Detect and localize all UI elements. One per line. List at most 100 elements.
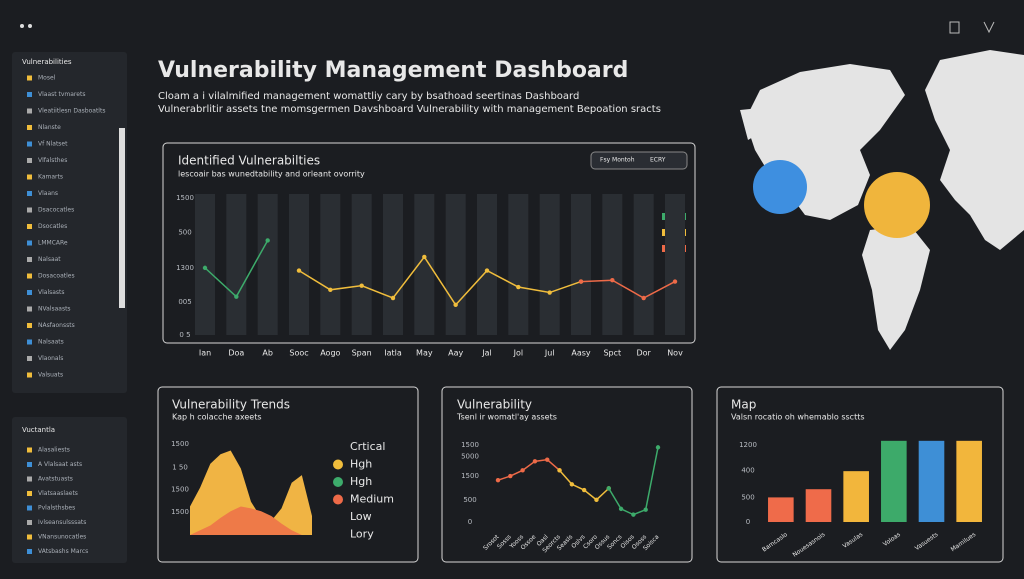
menu-dot[interactable] xyxy=(20,24,24,28)
bar xyxy=(881,440,907,522)
sidebar-item: Valsuats xyxy=(38,372,63,379)
x-tick-label: Nov xyxy=(667,349,683,358)
sidebar-icon xyxy=(27,207,32,213)
point xyxy=(328,287,333,292)
column-band xyxy=(351,194,372,335)
point xyxy=(631,512,636,517)
control[interactable]: Fsy Montoh xyxy=(600,157,635,164)
sidebar-item: A Vlalsaat asts xyxy=(38,461,82,468)
point xyxy=(545,457,550,462)
point xyxy=(578,279,584,284)
icon[interactable] xyxy=(983,21,995,34)
line xyxy=(580,279,676,299)
world-map xyxy=(740,50,1024,350)
column-band xyxy=(602,194,623,335)
menu-dot[interactable] xyxy=(28,24,32,28)
sidebar-item: Vlaonals xyxy=(38,355,63,362)
x-tick-label: Ab xyxy=(262,349,273,358)
point xyxy=(655,445,661,450)
x-tick-label: Doa xyxy=(228,349,244,358)
column-band xyxy=(289,194,309,335)
column-band xyxy=(539,194,560,335)
y-tick-label: 5000 xyxy=(461,452,479,460)
sidebar-icon xyxy=(27,323,32,328)
y-tick-label: 1500 xyxy=(171,485,189,493)
page-title: Vulnerability Management Dashboard xyxy=(158,58,628,83)
point xyxy=(508,473,513,479)
column-band xyxy=(226,194,247,335)
sidebar-icon xyxy=(27,257,32,262)
sidebar-item: Dsocatles xyxy=(38,223,67,230)
sidebar-icon xyxy=(27,339,32,345)
y-tick-label: 1500 xyxy=(171,440,189,448)
sidebar-icon xyxy=(27,141,32,147)
x-tick-label: Jal xyxy=(481,349,491,358)
sidebar-icon xyxy=(27,476,32,482)
sidebar-icon xyxy=(27,191,32,196)
column-band xyxy=(477,194,497,335)
point xyxy=(359,283,364,288)
x-tick-label: Nouesasnois xyxy=(791,531,826,558)
subtitle: Cloam a i vilalmified management womattl… xyxy=(158,91,579,102)
point xyxy=(643,507,648,512)
point xyxy=(516,284,521,290)
point xyxy=(606,486,611,491)
column-band xyxy=(571,194,591,335)
column-band xyxy=(257,194,278,335)
sidebar-icon xyxy=(27,356,32,361)
chart-subtitle: Kap h colacche axeets xyxy=(172,413,262,422)
sidebar-item: Vlaast tvmarets xyxy=(38,91,85,98)
sidebar-item: Vlalsasts xyxy=(38,289,65,296)
point xyxy=(484,268,490,273)
sidebar-heading: Vuctantla xyxy=(22,426,55,434)
map-marker xyxy=(864,172,930,238)
area xyxy=(190,506,312,535)
point xyxy=(532,459,538,464)
column-band xyxy=(445,194,466,335)
x-tick-label: Iatla xyxy=(384,349,402,358)
sidebar-item: VAtsbashs Marcs xyxy=(38,548,88,555)
line xyxy=(608,447,659,516)
x-tick-label: Aasy xyxy=(571,349,591,358)
x-tick-label: Span xyxy=(352,349,372,358)
sidebar-item: Vf Nlatset xyxy=(38,141,68,148)
sidebar-icon xyxy=(27,549,32,554)
y-tick-label: 1300 xyxy=(176,264,194,272)
sidebar-item: VNansunocatles xyxy=(38,534,86,541)
panel xyxy=(441,386,693,563)
y-tick-label: 1200 xyxy=(739,441,757,449)
column-band xyxy=(414,194,435,335)
x-tick-label: Bamcaslo xyxy=(761,531,789,554)
control[interactable]: ECRY xyxy=(650,157,666,164)
sidebar-icon xyxy=(27,447,32,453)
x-tick-label: Vasuests xyxy=(914,531,940,552)
y-tick-label: 1500 xyxy=(461,472,479,480)
sidebar-icon xyxy=(27,108,32,114)
point xyxy=(202,265,208,271)
chart-title: Vulnerability Trends xyxy=(172,398,290,412)
x-tick-label: Sooc xyxy=(289,349,308,358)
legend-dot xyxy=(333,477,343,487)
legend-label: Hgh xyxy=(350,458,372,471)
icon[interactable] xyxy=(949,21,960,34)
sidebar-item: Kamarts xyxy=(38,174,63,181)
toggle[interactable] xyxy=(590,151,688,170)
sidebar-panel xyxy=(12,52,127,393)
scrollbar[interactable] xyxy=(119,128,125,308)
column-band xyxy=(665,194,685,335)
point xyxy=(641,295,646,301)
point xyxy=(453,302,458,308)
x-tick-label: Voloas xyxy=(882,531,902,548)
x-tick-label: Vasulas xyxy=(842,531,865,550)
y-tick-label: 500 xyxy=(741,493,754,501)
point xyxy=(296,268,302,273)
line xyxy=(558,469,610,501)
y-tick-label: 500 xyxy=(463,496,476,504)
chart-title: Identified Vulnerabilties xyxy=(178,154,320,168)
y-tick-label: 0 xyxy=(746,518,750,526)
sidebar-item: Nlanste xyxy=(38,124,61,131)
point xyxy=(557,468,562,473)
bar xyxy=(768,497,794,522)
point xyxy=(672,279,678,284)
